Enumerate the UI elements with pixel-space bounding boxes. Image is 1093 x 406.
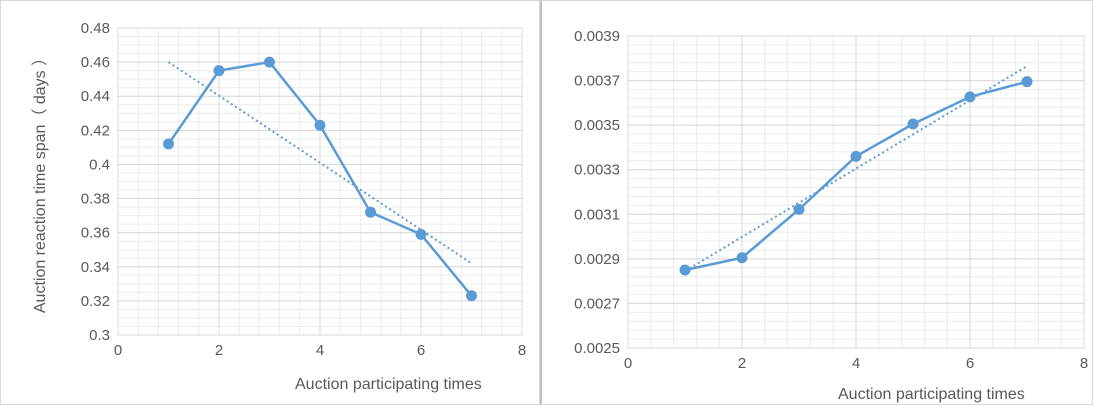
y-tick-label: 0.44: [81, 88, 110, 105]
right-line-chart: 0.0025 0.0027 0.0029 0.0031 0.0033 0.0035 0.00…: [574, 28, 1088, 403]
right-chart-panel: 0.0025 0.0027 0.0029 0.0031 0.0033 0.0035 0.00…: [540, 0, 1093, 405]
trendline: [684, 65, 1028, 272]
x-tick-label: 0: [624, 355, 632, 372]
left-chart-panel: 0.3 0.32 0.34 0.36 0.38 0.4 0.42 0.44 0.46 0.48 0 2…: [0, 0, 540, 405]
y-tick-label: 0.0031: [574, 206, 620, 223]
data-point: [1021, 76, 1033, 88]
x-axis-title: Auction participating times: [838, 386, 1025, 403]
y-tick-label: 0.0029: [574, 251, 620, 268]
data-point: [466, 290, 477, 302]
x-tick-label: 0: [114, 342, 122, 359]
y-tick-label: 0.0039: [574, 28, 620, 45]
y-tick-label: 0.48: [81, 20, 110, 37]
x-tick-label: 6: [417, 342, 425, 359]
x-axis-title: Auction participating times: [295, 376, 482, 393]
y-tick-label: 0.46: [81, 54, 110, 71]
y-tick-label: 0.36: [81, 225, 110, 242]
y-tick-label: 0.32: [81, 293, 110, 310]
y-tick-label: 0.38: [81, 191, 110, 208]
x-tick-label: 6: [966, 355, 974, 372]
y-tick-label: 0.0025: [574, 340, 620, 357]
data-point: [679, 264, 691, 276]
data-point: [365, 206, 376, 218]
data-point: [213, 65, 225, 77]
data-point: [736, 252, 748, 264]
trendline: [167, 61, 473, 265]
x-tick-label: 2: [215, 342, 223, 359]
data-point: [964, 91, 976, 103]
x-tick-label: 4: [852, 355, 860, 372]
x-tick-label: 4: [316, 342, 324, 359]
data-point: [163, 138, 174, 150]
y-tick-label: 0.0033: [574, 162, 620, 179]
data-point: [850, 150, 862, 162]
x-tick-label: 8: [518, 342, 526, 359]
y-tick-label: 0.0037: [574, 73, 620, 90]
left-line-chart: 0.3 0.32 0.34 0.36 0.38 0.4 0.42 0.44 0.46 0.48 0 2…: [31, 20, 526, 393]
y-tick-label: 0.0027: [574, 295, 620, 312]
x-tick-label: 2: [738, 355, 746, 372]
data-point: [907, 118, 919, 130]
y-tick-label: 0.4: [89, 156, 110, 173]
y-tick-label: 0.0035: [574, 117, 620, 134]
y-tick-label: 0.42: [81, 122, 110, 139]
y-tick-label: 0.3: [89, 327, 110, 344]
data-point: [314, 119, 326, 131]
y-tick-label: 0.34: [81, 259, 110, 276]
data-point: [415, 228, 427, 240]
data-point: [793, 203, 805, 215]
y-axis-title: Auction reaction time span（ days ）: [31, 50, 49, 313]
data-point: [264, 56, 275, 68]
x-tick-label: 8: [1080, 355, 1088, 372]
